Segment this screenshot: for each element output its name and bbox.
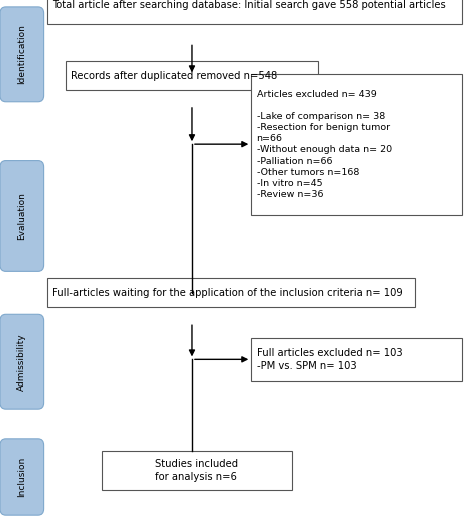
Text: Identification: Identification	[18, 24, 26, 84]
Text: Admissibility: Admissibility	[18, 333, 26, 391]
FancyBboxPatch shape	[0, 314, 44, 409]
Text: Inclusion: Inclusion	[18, 457, 26, 497]
FancyBboxPatch shape	[0, 439, 44, 515]
FancyBboxPatch shape	[102, 450, 292, 490]
FancyBboxPatch shape	[0, 7, 44, 102]
FancyBboxPatch shape	[66, 61, 318, 90]
Text: Records after duplicated removed n=548: Records after duplicated removed n=548	[71, 70, 277, 81]
FancyBboxPatch shape	[47, 278, 415, 307]
Text: Total article after searching database: Initial search gave 558 potential articl: Total article after searching database: …	[52, 1, 446, 10]
Text: Articles excluded n= 439

-Lake of comparison n= 38
-Resection for benign tumor
: Articles excluded n= 439 -Lake of compar…	[256, 90, 392, 199]
Text: Evaluation: Evaluation	[18, 192, 26, 240]
Text: Full-articles waiting for the application of the inclusion criteria n= 109: Full-articles waiting for the applicatio…	[52, 288, 402, 298]
FancyBboxPatch shape	[47, 0, 462, 24]
Text: Studies included
for analysis n=6: Studies included for analysis n=6	[155, 459, 238, 482]
FancyBboxPatch shape	[251, 338, 462, 381]
FancyBboxPatch shape	[251, 74, 462, 215]
Text: Full articles excluded n= 103
-PM vs. SPM n= 103: Full articles excluded n= 103 -PM vs. SP…	[256, 348, 402, 370]
FancyBboxPatch shape	[0, 161, 44, 271]
